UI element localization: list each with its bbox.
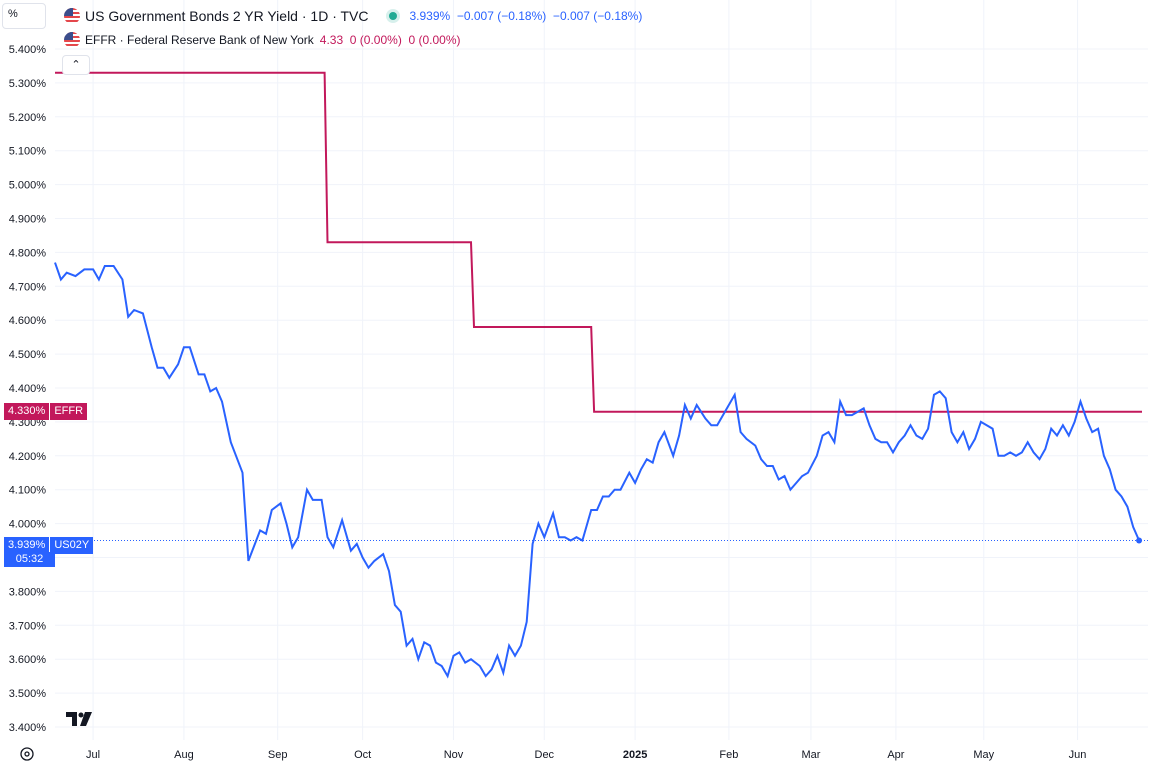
us02y-badge-value: 3.939%	[4, 537, 50, 554]
y-tick-label: 4.200%	[9, 451, 47, 463]
x-tick-label: Oct	[354, 749, 371, 761]
y-tick-label: 4.700%	[9, 281, 47, 293]
bar-countdown: 05:32	[4, 552, 55, 567]
x-tick-label: Jul	[86, 749, 100, 761]
x-tick-label: Apr	[887, 749, 904, 761]
effr-title: EFFR · Federal Reserve Bank of New York	[85, 33, 314, 47]
y-tick-label: 5.300%	[9, 78, 47, 90]
y-tick-label: 4.400%	[9, 383, 47, 395]
effr-values: 4.33 0 (0.00%) 0 (0.00%)	[319, 33, 461, 47]
us02y-series-line	[54, 262, 1141, 679]
us-flag-icon	[64, 32, 80, 48]
us02y-title: US Government Bonds 2 YR Yield · 1D · TV…	[85, 8, 369, 24]
x-tick-label: Dec	[535, 749, 555, 761]
us02y-badge-name: US02Y	[50, 537, 94, 554]
y-tick-label: 5.100%	[9, 146, 47, 158]
effr-price-badge: 4.330% EFFR	[4, 403, 88, 420]
x-tick-label: Jun	[1069, 749, 1087, 761]
legend-effr[interactable]: EFFR · Federal Reserve Bank of New York …	[64, 32, 461, 48]
x-axis: Jul Aug Sep Oct Nov Dec 2025 Feb Mar Apr May Jun	[86, 749, 1086, 761]
y-tick-label: 3.500%	[9, 688, 47, 700]
y-tick-label: 3.400%	[9, 722, 47, 734]
y-tick-label: 3.600%	[9, 654, 47, 666]
x-tick-label: 2025	[623, 749, 647, 761]
y-tick-label: 5.400%	[9, 44, 47, 56]
y-tick-label: 5.000%	[9, 180, 47, 192]
y-tick-label: 4.800%	[9, 247, 47, 259]
effr-series-line	[55, 71, 1142, 413]
x-tick-label: May	[973, 749, 994, 761]
y-tick-label: 4.100%	[9, 485, 47, 497]
x-tick-label: Sep	[268, 749, 288, 761]
x-tick-label: Feb	[719, 749, 738, 761]
us02y-price-badge: 3.939% US02Y	[4, 537, 94, 554]
scale-percent-button[interactable]: %	[2, 3, 46, 29]
y-tick-label: 3.700%	[9, 620, 47, 632]
legend-us02y[interactable]: US Government Bonds 2 YR Yield · 1D · TV…	[64, 8, 642, 24]
x-tick-label: Mar	[801, 749, 820, 761]
y-axis: 5.400% 5.300% 5.200% 5.100% 5.000% 4.900% 4.80…	[9, 44, 47, 734]
y-tick-label: 4.000%	[9, 519, 47, 531]
chevron-up-icon: ⌃	[71, 59, 81, 71]
y-tick-label: 4.900%	[9, 214, 47, 226]
tradingview-logo-icon[interactable]	[66, 711, 98, 732]
effr-badge-name: EFFR	[50, 403, 88, 420]
x-tick-label: Aug	[174, 749, 194, 761]
y-tick-label: 4.500%	[9, 349, 47, 361]
last-price-dot	[1136, 537, 1143, 544]
y-tick-label: 4.600%	[9, 315, 47, 327]
grid-lines	[55, 0, 1148, 740]
x-tick-label: Nov	[444, 749, 464, 761]
effr-badge-value: 4.330%	[4, 403, 50, 420]
y-tick-label: 5.200%	[9, 112, 47, 124]
gear-icon[interactable]	[18, 745, 36, 763]
us-flag-icon	[64, 8, 80, 24]
y-tick-label: 3.800%	[9, 586, 47, 598]
us02y-values: 3.939% −0.007 (−0.18%) −0.007 (−0.18%)	[409, 9, 643, 23]
market-open-status-icon	[388, 12, 397, 20]
collapse-legend-button[interactable]: ⌃	[62, 55, 90, 75]
